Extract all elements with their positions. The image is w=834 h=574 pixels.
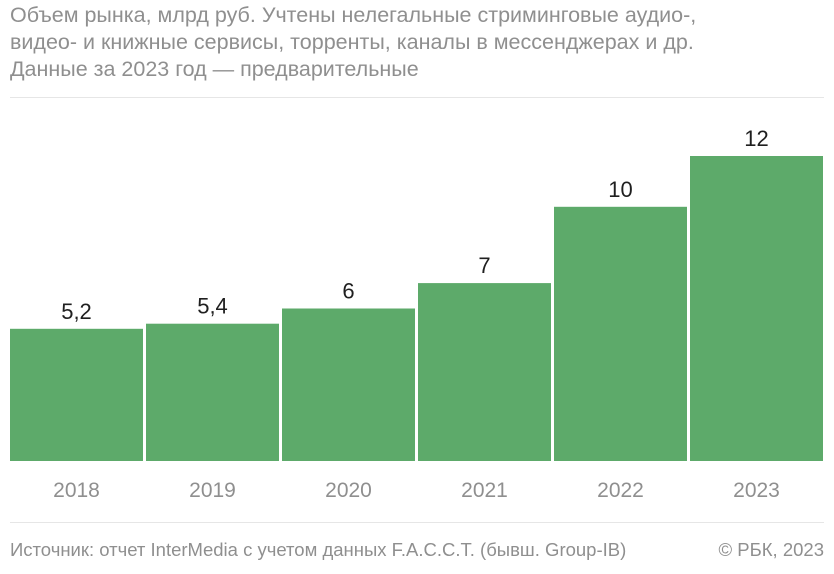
top-divider bbox=[10, 97, 824, 98]
value-label-2020: 6 bbox=[342, 279, 354, 304]
x-tick-2019: 2019 bbox=[189, 479, 236, 502]
bar-2022 bbox=[554, 206, 687, 461]
x-tick-2022: 2022 bbox=[597, 479, 644, 502]
value-label-2023: 12 bbox=[744, 126, 768, 151]
x-tick-2023: 2023 bbox=[733, 479, 780, 502]
x-tick-2021: 2021 bbox=[461, 479, 508, 502]
bar-2018 bbox=[10, 328, 143, 461]
chart-subtitle: Объем рынка, млрд руб. Учтены нелегальны… bbox=[10, 3, 697, 81]
copyright-note: © РБК, 2023 bbox=[718, 539, 824, 560]
x-tick-2018: 2018 bbox=[53, 479, 100, 502]
bar-2020 bbox=[282, 308, 415, 461]
value-label-2022: 10 bbox=[608, 177, 632, 202]
value-label-2018: 5,2 bbox=[61, 299, 92, 324]
bar-2019 bbox=[146, 323, 279, 461]
bar-2021 bbox=[418, 283, 551, 461]
value-label-2019: 5,4 bbox=[197, 294, 228, 319]
source-note: Источник: отчет InterMedia с учетом данн… bbox=[10, 539, 627, 560]
bar-2023 bbox=[690, 156, 823, 461]
bar-chart: 5,2 2018 5,4 2019 6 2020 7 2021 10 2022 12 2023 bbox=[10, 126, 823, 502]
bottom-divider bbox=[10, 522, 824, 523]
x-tick-2020: 2020 bbox=[325, 479, 372, 502]
value-label-2021: 7 bbox=[478, 253, 490, 278]
